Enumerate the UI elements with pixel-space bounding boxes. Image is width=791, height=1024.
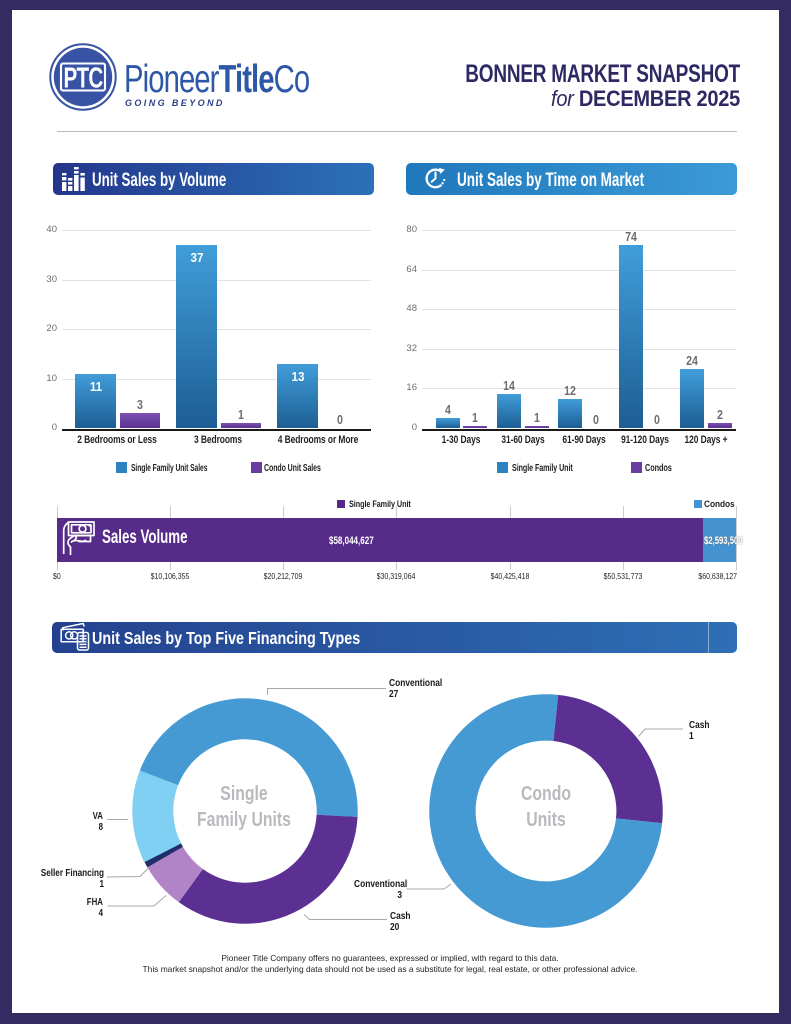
svg-text:PTC: PTC bbox=[64, 63, 103, 95]
